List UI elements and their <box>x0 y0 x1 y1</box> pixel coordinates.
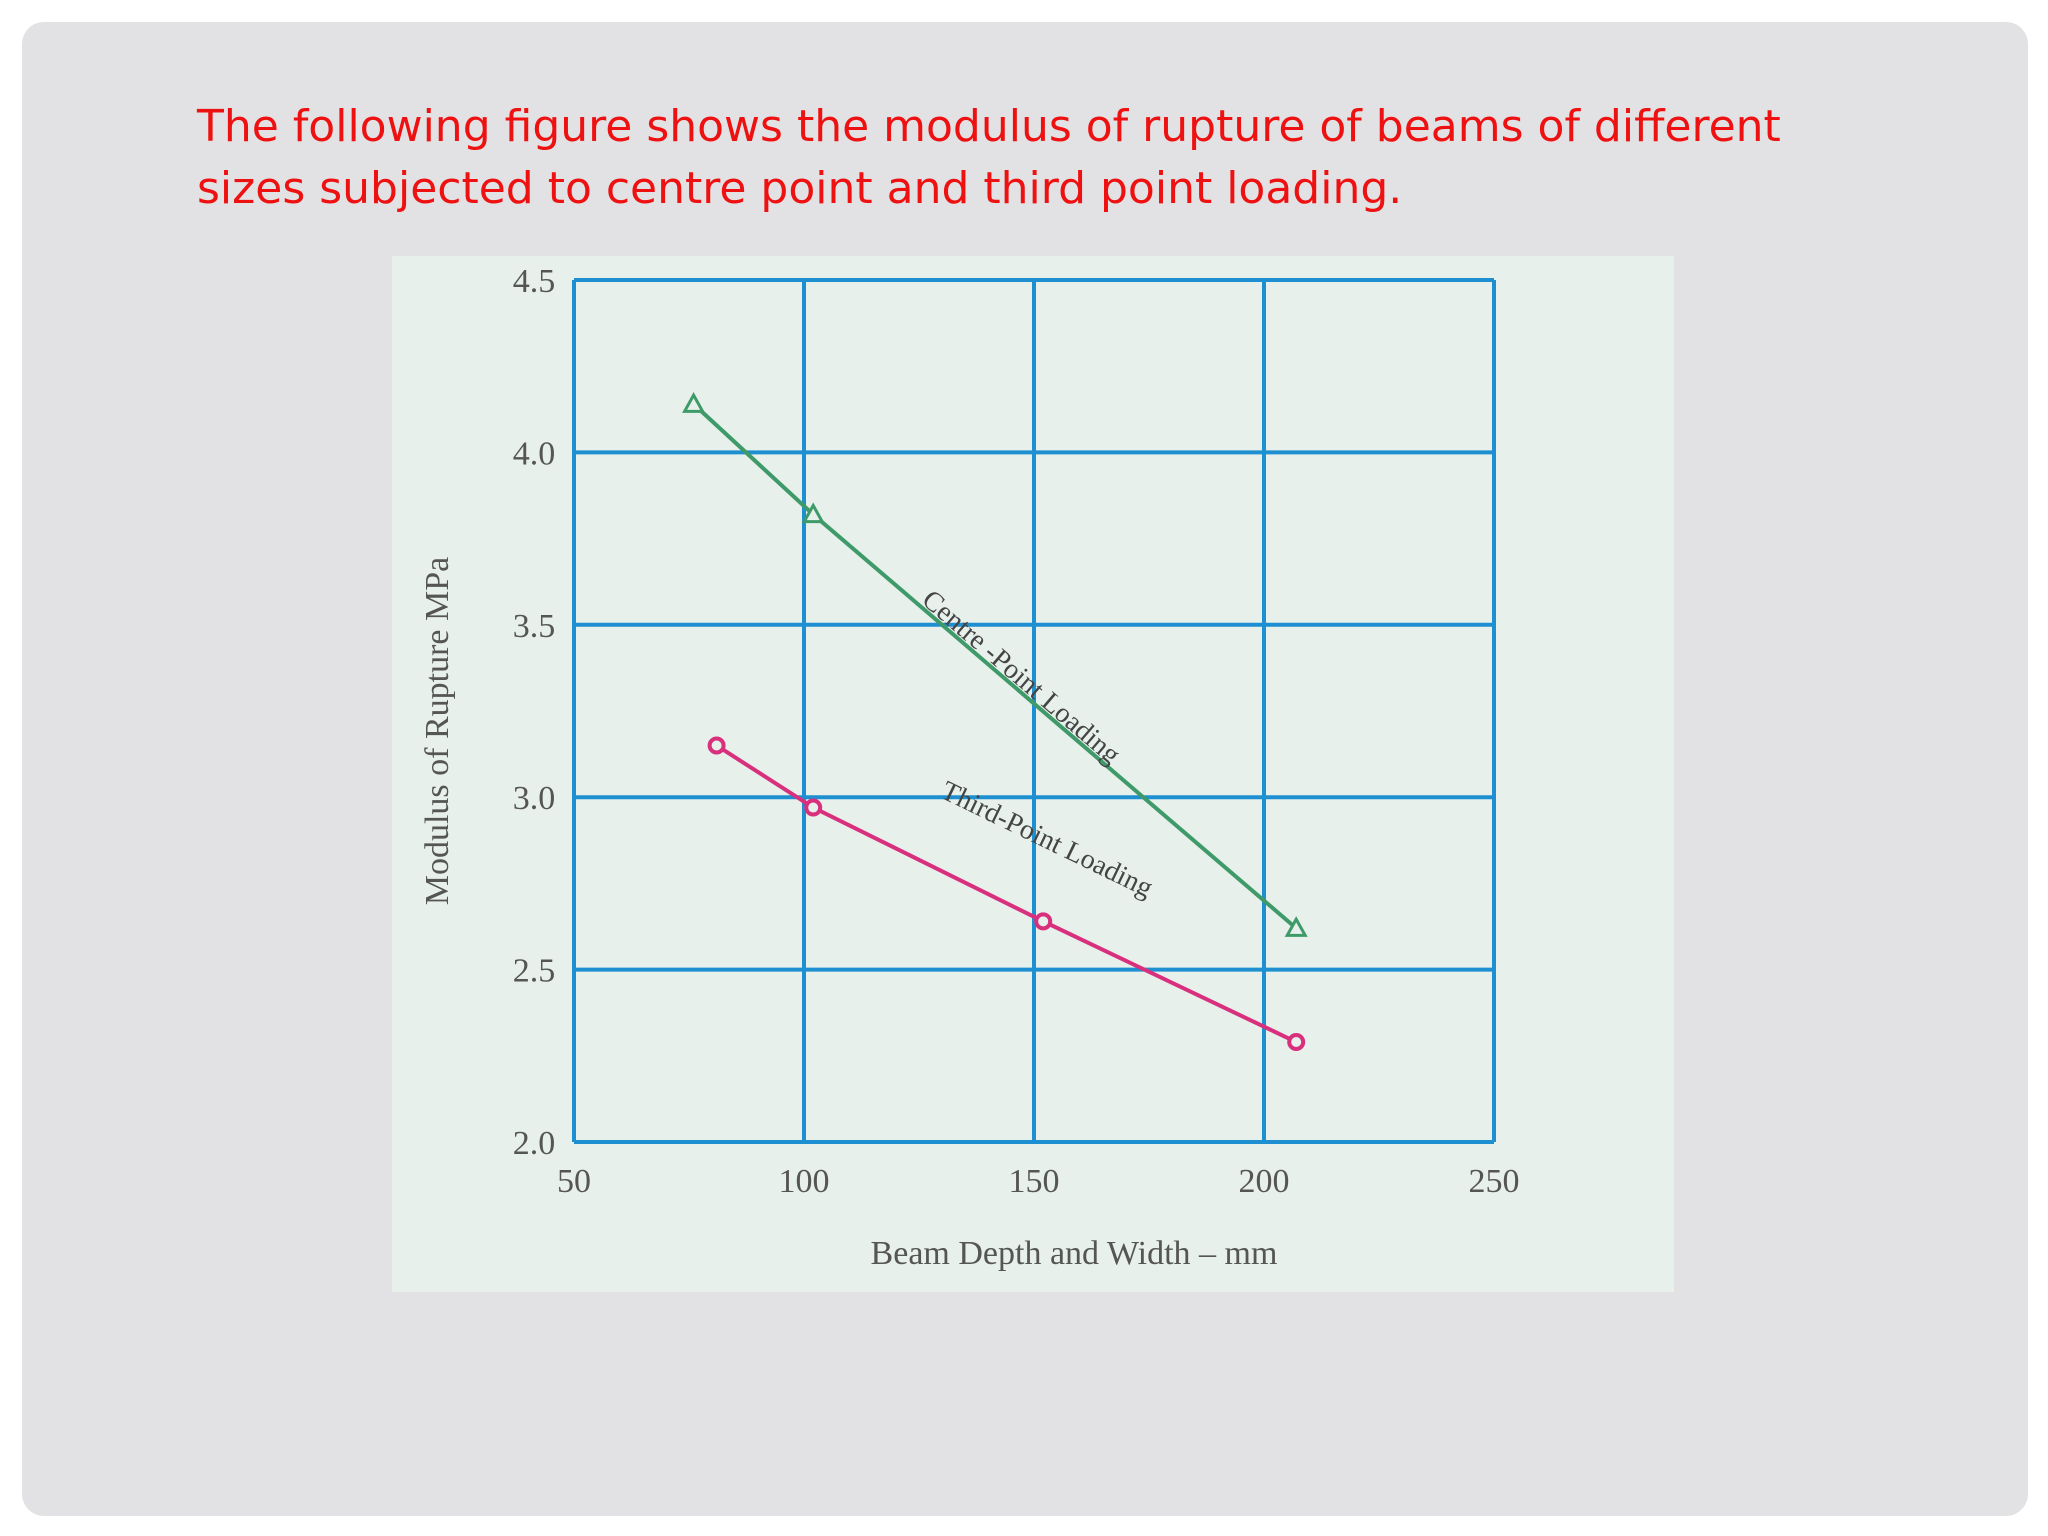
y-tick-label-4-5: 4.5 <box>513 263 556 300</box>
y-tick-label-4-0: 4.0 <box>513 435 556 472</box>
point-centre-point-2 <box>1284 916 1308 937</box>
x-tick-label-150: 150 <box>1009 1163 1060 1200</box>
grid-lines <box>572 278 1496 1144</box>
point-centre-point-0 <box>682 392 706 413</box>
y-tick-label-3-0: 3.0 <box>513 780 556 817</box>
point-third-point-2 <box>1034 912 1053 931</box>
point-third-point-0 <box>707 736 726 755</box>
x-tick-label-100: 100 <box>779 1163 830 1200</box>
tick-labels: 50 100 150 200 250 2.0 2.5 3.0 3.5 4.0 4.5 <box>513 263 1520 1200</box>
slide-caption: The following figure shows the modulus o… <box>197 96 1897 220</box>
caption-line-2: sizes subjected to centre point and thir… <box>197 163 1403 214</box>
series-label-centre-point: Centre -Point Loading <box>916 584 1126 770</box>
y-axis-label: Modulus of Rupture MPa <box>419 557 456 906</box>
x-tick-label-50: 50 <box>557 1163 591 1200</box>
y-tick-label-3-5: 3.5 <box>513 608 556 645</box>
modulus-of-rupture-chart: 50 100 150 200 250 2.0 2.5 3.0 3.5 4.0 4.5 Beam De… <box>419 263 1520 1272</box>
point-centre-point-1 <box>801 502 825 524</box>
caption-line-1: The following figure shows the modulus o… <box>197 101 1781 152</box>
x-tick-label-250: 250 <box>1469 1163 1520 1200</box>
series-layer <box>682 392 1308 1052</box>
chart-figure: 50 100 150 200 250 2.0 2.5 3.0 3.5 4.0 4.5 Beam De… <box>392 256 1674 1292</box>
x-axis-label: Beam Depth and Width – mm <box>871 1235 1278 1272</box>
series-line-third-point <box>715 743 1298 1044</box>
y-tick-label-2-0: 2.0 <box>513 1125 556 1162</box>
point-third-point-1 <box>804 798 823 817</box>
y-tick-label-2-5: 2.5 <box>513 953 556 990</box>
x-tick-label-200: 200 <box>1239 1163 1290 1200</box>
point-third-point-3 <box>1287 1033 1306 1052</box>
